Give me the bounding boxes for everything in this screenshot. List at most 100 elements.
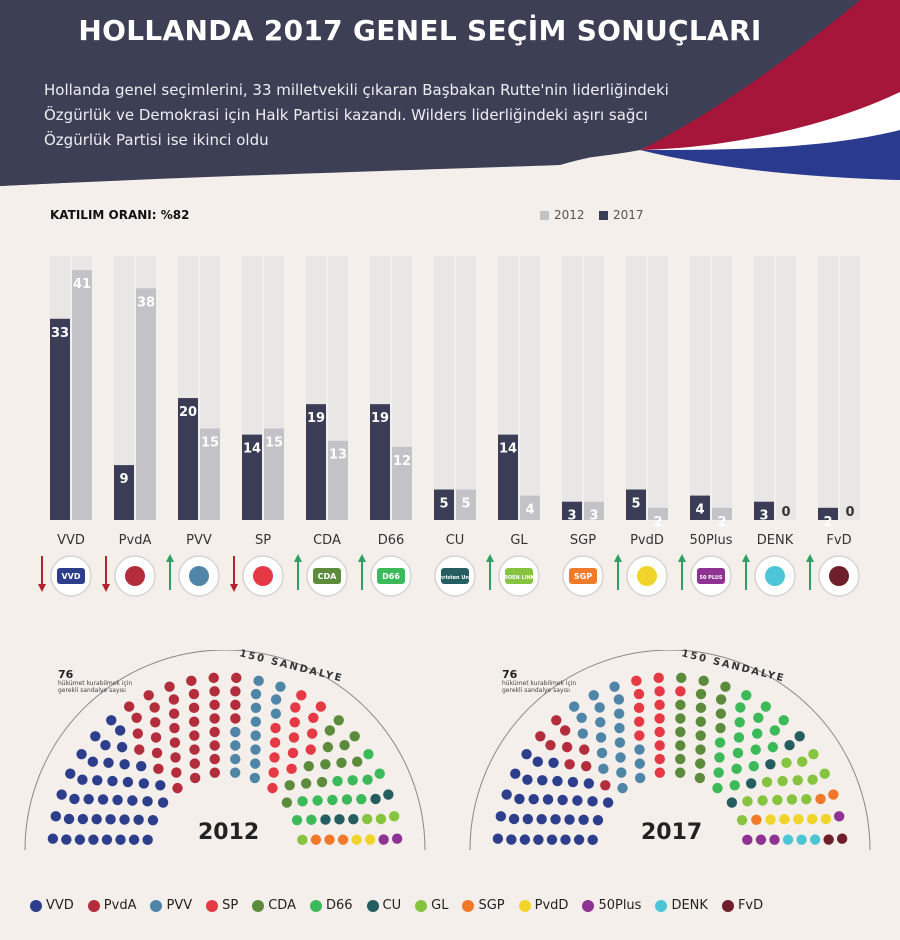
bar-2017-denk — [754, 501, 774, 520]
svg-text:SGP: SGP — [574, 572, 592, 581]
legend-label-d66: D66 — [325, 898, 353, 913]
seat-cu — [334, 814, 345, 825]
seat-vvd — [106, 715, 117, 726]
seat-pvda — [149, 702, 160, 713]
seat-pvda — [132, 728, 144, 739]
seat-pvda — [209, 740, 220, 751]
seat-d66 — [731, 763, 742, 775]
seat-d66 — [760, 701, 772, 712]
seat-cu — [745, 778, 757, 789]
legend-dot-50plus — [582, 899, 595, 912]
seat-cda — [316, 776, 328, 788]
seat-vvd — [127, 795, 138, 806]
seat-pvda — [230, 686, 241, 697]
seat-pvda — [188, 688, 200, 700]
category-label-50plus: 50Plus — [689, 533, 732, 548]
legend-dot-denk — [655, 899, 668, 912]
seat-cda — [698, 675, 709, 687]
legend-dot-pvv — [150, 899, 163, 912]
seat-denk — [809, 834, 821, 845]
seat-sp — [654, 726, 665, 738]
bar-value-2017-pvdd: 5 — [631, 497, 640, 512]
seat-vvd — [74, 834, 86, 845]
seat-cda — [281, 797, 293, 808]
seat-vvd — [97, 794, 109, 805]
seat-pvv — [609, 681, 620, 692]
bar-2012-pvda — [136, 288, 156, 520]
seat-vvd — [77, 813, 89, 825]
trend-down-arrow-icon — [230, 556, 238, 592]
temple-icon — [818, 555, 860, 597]
bar-2017-cu — [434, 489, 454, 520]
category-label-pvda: PvdA — [119, 533, 152, 548]
seat-pvda — [188, 702, 200, 714]
bar-value-2012-50plus: 2 — [717, 515, 726, 530]
seat-vvd — [77, 774, 88, 785]
seat-sgp — [324, 834, 335, 845]
category-label-pvv: PVV — [186, 533, 212, 548]
hemicycle-arc — [469, 650, 871, 851]
seat-cu — [370, 793, 381, 805]
seat-gl — [786, 794, 798, 805]
legend-label-vvd: VVD — [46, 898, 74, 913]
legend-2017-swatch — [599, 210, 608, 220]
seat-vvd — [90, 731, 101, 742]
seat-d66 — [713, 767, 724, 778]
bar-track-2012-gl — [520, 256, 540, 520]
seat-vvd — [142, 796, 153, 807]
seat-gl — [375, 813, 387, 825]
seat-vvd — [552, 775, 563, 787]
seat-vvd — [119, 814, 130, 825]
seat-pvdd — [364, 834, 376, 845]
legend-2017-label: 2017 — [613, 208, 644, 222]
seat-gl — [772, 794, 783, 806]
seat-vvd — [122, 776, 134, 788]
legend-item-pvdd: PvdD — [518, 898, 568, 913]
seat-d66 — [347, 775, 358, 786]
seat-cu — [765, 759, 776, 770]
seat-pvda — [189, 730, 200, 741]
legend-dot-cu — [366, 899, 379, 912]
bar-track-2012-denk — [776, 256, 796, 520]
seat-cda — [675, 753, 686, 765]
bar-track-2012-sgp — [584, 256, 604, 520]
seat-pvv — [614, 737, 626, 748]
seat-cda — [695, 688, 707, 700]
seat-pvv — [576, 712, 587, 723]
seat-50plus — [755, 834, 767, 845]
seat-vvd — [47, 833, 59, 844]
parliament-chart-2017 — [469, 650, 871, 851]
seat-vvd — [107, 775, 118, 787]
trend-up-arrow-icon — [358, 554, 366, 590]
seat-cda — [284, 780, 295, 791]
bar-track-2017-50plus — [690, 256, 710, 520]
seat-pvv — [250, 730, 261, 741]
seat-pvv — [634, 772, 646, 784]
seat-sp — [308, 712, 319, 723]
seat-sp — [289, 717, 300, 728]
seat-pvv — [250, 716, 262, 727]
seat-d66 — [712, 782, 723, 794]
bar-2017-cda — [306, 404, 326, 520]
seat-d66 — [363, 748, 374, 760]
legend-item-50plus: 50Plus — [582, 898, 641, 913]
seat-gl — [388, 811, 400, 822]
bar-2012-50plus — [712, 507, 732, 520]
seat-vvd — [501, 789, 512, 800]
seat-d66 — [714, 737, 726, 748]
legend-dot-d66 — [309, 899, 322, 912]
seat-pvdd — [779, 814, 790, 825]
seat-pvda — [559, 725, 571, 736]
seat-pvda — [209, 753, 220, 765]
seat-vvd — [602, 797, 614, 808]
seat-vvd — [542, 794, 554, 805]
seat-d66 — [732, 747, 744, 759]
bar-value-2012-cda: 13 — [329, 448, 347, 463]
legend-item-cu: CU — [366, 898, 401, 913]
seat-cda — [322, 741, 334, 753]
seat-50plus — [742, 834, 753, 846]
seat-d66 — [312, 795, 323, 806]
vvd-logo-icon: VVD — [50, 555, 92, 597]
svg-text:50 PLUS: 50 PLUS — [699, 575, 722, 581]
seat-pvda — [170, 752, 181, 763]
